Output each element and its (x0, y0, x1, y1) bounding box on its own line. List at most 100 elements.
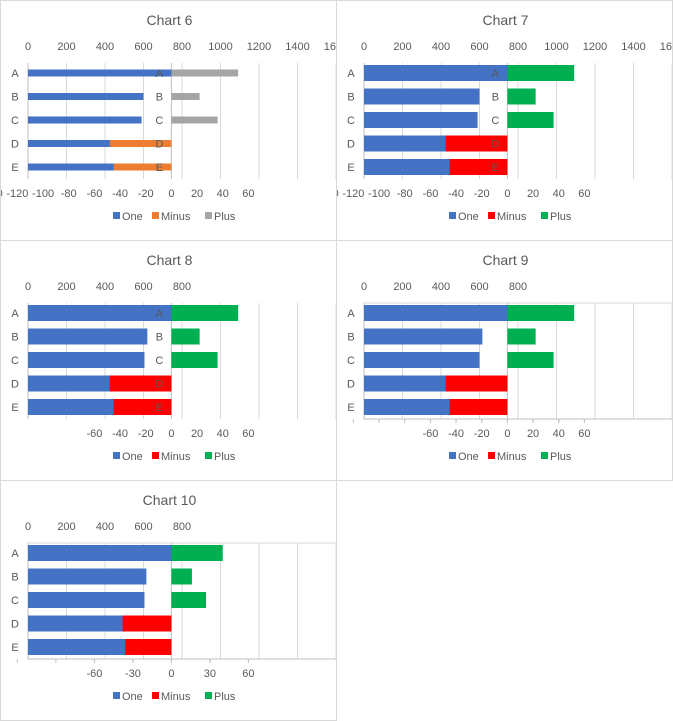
legend-swatch (152, 212, 159, 219)
category-label-left: C (11, 595, 19, 607)
category-label-left: C (11, 115, 19, 127)
top-axis-tick-label: 200 (57, 41, 75, 53)
category-label-left: B (347, 332, 354, 344)
top-axis-tick-label: 400 (432, 41, 450, 53)
bottom-axis-tick-label: 60 (578, 428, 590, 440)
top-axis-tick-label: 1000 (208, 41, 232, 53)
category-label-secondary: E (156, 162, 163, 174)
category-label-left: A (347, 308, 355, 320)
bottom-axis-tick-label: -80 (397, 188, 413, 200)
legend-label: Minus (161, 451, 191, 463)
bar-minus (113, 163, 172, 171)
legend-swatch (152, 452, 159, 459)
bar-plus (507, 352, 554, 368)
bar-plus (507, 305, 575, 321)
bar-minus (445, 375, 508, 392)
category-label-secondary: A (156, 308, 164, 320)
bottom-axis-tick-label: -140 (337, 188, 339, 200)
top-axis-tick-label: 600 (470, 41, 488, 53)
category-label-left: D (11, 619, 19, 631)
bar-plus (507, 88, 536, 105)
top-axis-tick-label: 0 (361, 41, 367, 53)
bar-one (28, 328, 148, 345)
top-axis-tick-label: 0 (25, 41, 31, 53)
legend-label: One (458, 451, 479, 463)
bottom-axis-tick-label: -140 (1, 188, 3, 200)
legend-swatch (541, 452, 548, 459)
legend-label: Plus (550, 211, 572, 223)
category-label-left: D (347, 139, 355, 151)
top-axis-tick-label: 1400 (285, 41, 309, 53)
legend-swatch (113, 692, 120, 699)
category-label-secondary: E (156, 402, 163, 414)
bottom-axis-tick-label: -60 (422, 188, 438, 200)
top-axis-tick-label: 0 (25, 281, 31, 293)
bottom-axis-tick-label: -30 (125, 668, 141, 680)
legend-swatch (488, 452, 495, 459)
bottom-axis-tick-label: 0 (504, 428, 510, 440)
bar-plus (171, 328, 200, 345)
bar-one (28, 163, 136, 171)
legend-label: Minus (497, 451, 527, 463)
bottom-axis-tick-label: -20 (474, 188, 490, 200)
category-label-left: C (11, 355, 19, 367)
bar-one (28, 69, 173, 77)
bar-one (364, 88, 480, 105)
chart-panel-6: Chart 602004006008001000120014001600-180… (0, 0, 337, 241)
legend-label: Plus (550, 451, 572, 463)
bar-one (28, 545, 175, 561)
top-axis-tick-label: 600 (470, 281, 488, 293)
top-axis-tick-label: 800 (173, 281, 191, 293)
top-axis-tick-label: 600 (134, 41, 152, 53)
category-label-secondary: B (156, 332, 163, 344)
chart-title: Chart 8 (147, 252, 193, 268)
bar-plus (171, 305, 239, 321)
bottom-axis-tick-label: 40 (553, 428, 565, 440)
bar-one (364, 328, 483, 345)
bar-one (364, 65, 509, 81)
bottom-axis-tick-label: 20 (191, 188, 203, 200)
bottom-axis-tick-label: -40 (448, 428, 464, 440)
category-label-left: E (11, 402, 18, 414)
category-label-left: C (347, 115, 355, 127)
bar-one (28, 352, 145, 368)
category-label-left: D (347, 379, 355, 391)
top-axis-tick-label: 600 (134, 281, 152, 293)
bottom-axis-tick-label: -100 (32, 188, 54, 200)
legend-swatch (488, 212, 495, 219)
top-axis-tick-label: 200 (393, 281, 411, 293)
bar-minus (125, 639, 172, 655)
top-axis-tick-label: 200 (57, 521, 75, 533)
bar-minus (449, 159, 508, 175)
bar-one (28, 639, 139, 655)
bottom-axis-tick-label: 0 (168, 668, 174, 680)
bar-minus (122, 615, 172, 632)
bottom-axis-tick-label: -60 (422, 428, 438, 440)
bar-minus (109, 375, 172, 392)
bar-one (28, 305, 173, 321)
bottom-axis-tick-label: -80 (61, 188, 77, 200)
category-label-secondary: D (155, 139, 163, 151)
bar-one (364, 112, 478, 128)
chart-title: Chart 10 (143, 492, 197, 508)
chart-7-svg: Chart 702004006008001000120014001600-180… (337, 12, 673, 223)
top-axis-tick-label: 1600 (660, 41, 673, 53)
top-axis-tick-label: 0 (25, 521, 31, 533)
top-axis-tick-label: 600 (134, 521, 152, 533)
legend-swatch (113, 452, 120, 459)
top-axis-tick-label: 1600 (324, 41, 337, 53)
bar-minus (449, 399, 508, 415)
category-label-left: B (11, 92, 18, 104)
category-label-left: E (347, 162, 354, 174)
bottom-axis-tick-label: -60 (86, 428, 102, 440)
category-label-left: A (11, 68, 19, 80)
bottom-axis-tick-label: 60 (242, 428, 254, 440)
category-label-left: A (347, 68, 355, 80)
category-label-secondary: D (491, 139, 499, 151)
legend-swatch (205, 692, 212, 699)
top-axis-tick-label: 800 (173, 521, 191, 533)
bottom-axis-tick-label: -40 (112, 428, 128, 440)
legend-swatch (205, 452, 212, 459)
legend-swatch (541, 212, 548, 219)
bottom-axis-tick-label: -100 (368, 188, 390, 200)
